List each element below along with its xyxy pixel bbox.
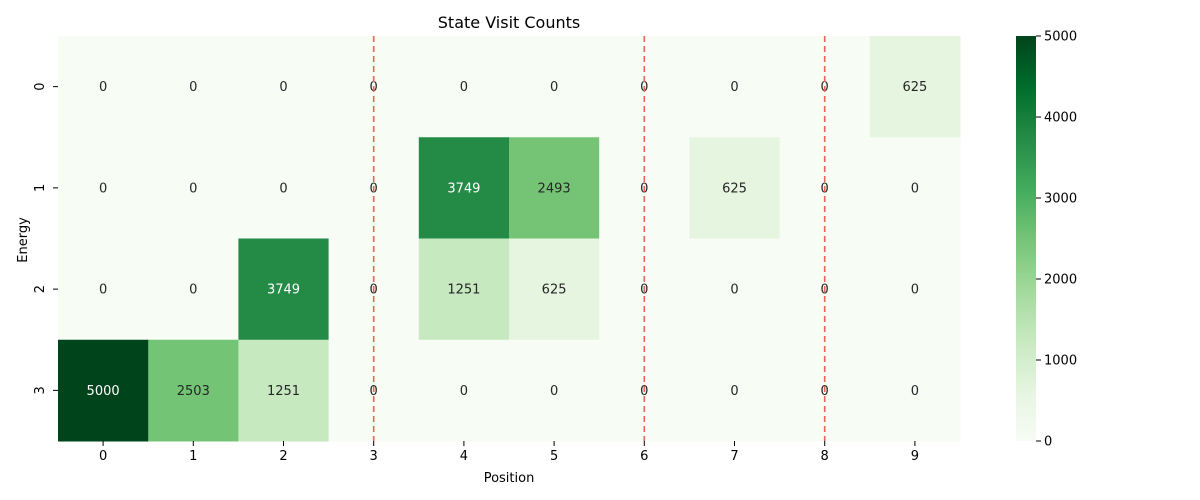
cell-value-label: 625 xyxy=(542,283,567,298)
colorbar-tick-label: 0 xyxy=(1044,435,1052,450)
cell-value-label: 0 xyxy=(189,283,197,298)
cell-value-label: 1251 xyxy=(447,283,480,298)
cell-value-label: 0 xyxy=(460,384,468,399)
x-tick-label: 0 xyxy=(99,449,107,464)
cell-value-label: 0 xyxy=(730,283,738,298)
heatmap-cell xyxy=(869,36,961,138)
cell-value-label: 5000 xyxy=(87,384,120,399)
heatmap-cell xyxy=(509,36,600,138)
heatmap-cell xyxy=(148,238,239,341)
heatmap-cell xyxy=(689,339,781,442)
colorbar-tick-label: 5000 xyxy=(1044,30,1077,45)
cell-value-label: 0 xyxy=(911,384,919,399)
x-tick-label: 6 xyxy=(640,449,648,464)
cell-value-label: 0 xyxy=(279,181,287,196)
x-tick-label: 4 xyxy=(460,449,468,464)
heatmap-cell xyxy=(238,339,330,442)
cell-value-label: 0 xyxy=(911,283,919,298)
heatmap-cell xyxy=(418,137,510,239)
reference-lines xyxy=(372,36,826,441)
heatmap-cell xyxy=(238,36,330,138)
colorbar-tick-label: 4000 xyxy=(1044,111,1077,126)
cell-value-label: 3749 xyxy=(447,181,480,196)
cell-value-label: 0 xyxy=(911,181,919,196)
cell-value-label: 3749 xyxy=(267,283,300,298)
cell-value-label: 0 xyxy=(460,80,468,95)
heatmap-cell xyxy=(869,339,961,442)
cell-value-label: 625 xyxy=(722,181,747,196)
heatmap-cell xyxy=(689,238,781,341)
heatmap-cell xyxy=(58,36,149,138)
cell-value-label: 0 xyxy=(99,80,107,95)
heatmap-cell xyxy=(869,137,961,239)
x-tick-label: 1 xyxy=(189,449,197,464)
heatmap-cell xyxy=(509,238,600,341)
cell-value-label: 2503 xyxy=(177,384,210,399)
cell-value-label: 0 xyxy=(550,384,558,399)
heatmap-cell xyxy=(148,339,239,442)
y-axis: 0 1 2 3 xyxy=(33,82,58,395)
heatmap-cell xyxy=(418,339,510,442)
colorbar: 0 1000 2000 3000 4000 5000 xyxy=(1016,30,1077,450)
x-axis-label: Position xyxy=(484,471,535,486)
x-tick-label: 7 xyxy=(730,449,738,464)
cell-value-label: 0 xyxy=(189,80,197,95)
x-tick-label: 5 xyxy=(550,449,558,464)
x-tick-label: 9 xyxy=(911,449,919,464)
heatmap-cell xyxy=(148,137,239,239)
cell-value-label: 0 xyxy=(189,181,197,196)
heatmap-cell xyxy=(58,137,149,239)
heatmap-cell xyxy=(689,137,781,239)
heatmap-cell xyxy=(238,137,330,239)
y-tick-label: 0 xyxy=(33,82,48,90)
heatmap-cell xyxy=(869,238,961,341)
colorbar-gradient xyxy=(1016,36,1036,441)
cell-value-label: 1251 xyxy=(267,384,300,399)
heatmap-cell xyxy=(58,339,149,442)
heatmap-cell xyxy=(689,36,781,138)
heatmap-cell xyxy=(238,238,330,341)
heatmap-cells xyxy=(58,36,961,442)
y-tick-label: 3 xyxy=(33,386,48,394)
x-tick-label: 2 xyxy=(279,449,287,464)
cell-value-label: 0 xyxy=(279,80,287,95)
cell-value-label: 0 xyxy=(730,80,738,95)
cell-value-label: 625 xyxy=(902,80,927,95)
cell-value-label: 0 xyxy=(550,80,558,95)
y-tick-label: 2 xyxy=(33,285,48,293)
y-axis-label: Energy xyxy=(16,217,31,263)
x-tick-label: 3 xyxy=(370,449,378,464)
cell-value-label: 0 xyxy=(730,384,738,399)
colorbar-tick-label: 3000 xyxy=(1044,192,1077,207)
colorbar-tick-label: 1000 xyxy=(1044,354,1077,369)
cell-value-label: 0 xyxy=(99,283,107,298)
heatmap-cell xyxy=(58,238,149,341)
heatmap-cell xyxy=(509,137,600,239)
heatmap-cell xyxy=(418,238,510,341)
colorbar-tick-label: 2000 xyxy=(1044,273,1077,288)
x-tick-label: 8 xyxy=(821,449,829,464)
heatmap-cell xyxy=(509,339,600,442)
heatmap-cell xyxy=(418,36,510,138)
cell-value-label: 2493 xyxy=(538,181,571,196)
cell-value-label: 0 xyxy=(99,181,107,196)
y-tick-label: 1 xyxy=(33,184,48,192)
x-axis: 0 1 2 3 4 5 6 7 8 9 xyxy=(99,441,919,464)
chart-title: State Visit Counts xyxy=(438,13,580,32)
heatmap-cell xyxy=(148,36,239,138)
